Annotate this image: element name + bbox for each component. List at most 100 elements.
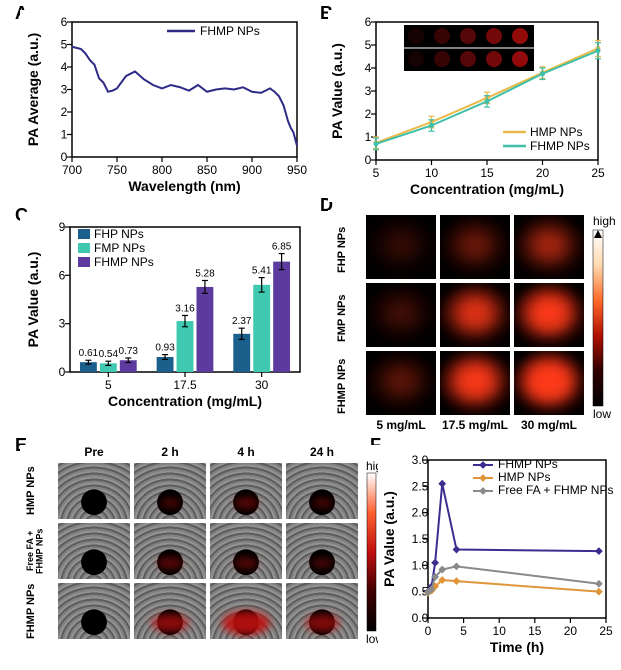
panel-e-row-labels: HMP NPs Free FA + FHMP NPs FHMP NPs	[20, 463, 54, 643]
svg-text:700: 700	[62, 163, 82, 177]
svg-text:PA Average (a.u.): PA Average (a.u.)	[25, 33, 41, 146]
panel-d-row-labels: FHP NPsFMP NPsFHMP NPs	[328, 215, 362, 415]
svg-text:FHMP NPs: FHMP NPs	[498, 457, 558, 471]
svg-text:2: 2	[61, 105, 68, 119]
svg-text:1: 1	[61, 128, 68, 142]
svg-text:0: 0	[59, 365, 66, 379]
svg-text:3.0: 3.0	[412, 453, 429, 467]
svg-text:1.5: 1.5	[412, 532, 429, 546]
panel-d-cell	[440, 351, 510, 415]
panel-d-row-label: FHMP NPs	[336, 357, 348, 415]
svg-text:20: 20	[536, 166, 550, 180]
panel-a-line-chart: 7007508008509009500123456Wavelength (nm)…	[20, 10, 310, 200]
figure-root: A B C D E F 7007508008509009500123456Wav…	[0, 0, 621, 670]
svg-text:900: 900	[242, 163, 262, 177]
panel-e-cell	[58, 583, 130, 639]
panel-d-grid	[366, 215, 584, 415]
svg-text:0: 0	[61, 150, 68, 164]
panel-d-col-label: 30 mg/mL	[514, 418, 584, 432]
panel-e-cell	[286, 583, 358, 639]
svg-text:0: 0	[425, 624, 432, 638]
svg-text:5: 5	[460, 624, 467, 638]
panel-b-line-chart: 5101520250123456Concentration (mg/mL)PA …	[328, 10, 613, 202]
panel-d-cell	[440, 215, 510, 279]
panel-f-line-chart: 05101520250.00.51.01.52.02.53.0Time (h)P…	[378, 448, 618, 660]
svg-text:30: 30	[255, 378, 269, 392]
panel-e-col-label: 4 h	[210, 445, 282, 459]
svg-text:2.0: 2.0	[412, 506, 429, 520]
panel-e-col-label: 24 h	[286, 445, 358, 459]
panel-e-cell	[210, 583, 282, 639]
svg-text:3: 3	[61, 83, 68, 97]
svg-text:750: 750	[107, 163, 127, 177]
panel-d-row-label: FHP NPs	[336, 221, 348, 279]
svg-text:3: 3	[59, 317, 66, 331]
svg-text:Wavelength (nm): Wavelength (nm)	[128, 178, 240, 194]
svg-text:5: 5	[373, 166, 380, 180]
svg-text:0.0: 0.0	[412, 611, 429, 625]
svg-text:0: 0	[365, 153, 372, 167]
panel-e-col-labels: Pre2 h4 h24 h	[58, 445, 362, 461]
panel-e-cell	[134, 523, 206, 579]
svg-text:Free FA + FHMP NPs: Free FA + FHMP NPs	[498, 483, 613, 497]
svg-text:2.37: 2.37	[232, 316, 252, 327]
svg-text:6: 6	[59, 268, 66, 282]
svg-text:HMP NPs: HMP NPs	[498, 470, 550, 484]
svg-text:5: 5	[365, 38, 372, 52]
svg-text:6: 6	[365, 15, 372, 29]
svg-text:high: high	[593, 214, 616, 228]
svg-text:Time (h): Time (h)	[490, 639, 544, 655]
svg-text:4: 4	[365, 61, 372, 75]
svg-text:Concentration (mg/mL): Concentration (mg/mL)	[410, 181, 564, 197]
panel-e-grid	[58, 463, 358, 639]
svg-text:2.5: 2.5	[412, 479, 429, 493]
panel-d-cell	[440, 283, 510, 347]
svg-text:PA Value (a.u.): PA Value (a.u.)	[329, 43, 345, 139]
svg-text:17.5: 17.5	[173, 378, 197, 392]
panel-d-cell	[366, 215, 436, 279]
svg-text:HMP NPs: HMP NPs	[530, 125, 582, 139]
svg-text:FHMP NPs: FHMP NPs	[94, 255, 154, 269]
svg-text:PA Value (a.u.): PA Value (a.u.)	[381, 491, 397, 587]
panel-e-row-label: Free FA + FHMP NPs	[26, 523, 45, 579]
svg-text:PA Value (a.u.): PA Value (a.u.)	[25, 252, 41, 348]
svg-text:0.73: 0.73	[119, 346, 139, 357]
svg-text:15: 15	[480, 166, 494, 180]
panel-e-cell	[286, 463, 358, 519]
svg-text:15: 15	[528, 624, 542, 638]
svg-text:FHP NPs: FHP NPs	[94, 227, 144, 241]
svg-text:0.54: 0.54	[99, 349, 119, 360]
panel-d-cell	[366, 283, 436, 347]
svg-text:5.28: 5.28	[195, 268, 215, 279]
panel-d-col-label: 5 mg/mL	[366, 418, 436, 432]
panel-c-bar-chart: 0369Concentration (mg/mL)PA Value (a.u.)…	[20, 215, 315, 415]
svg-text:20: 20	[564, 624, 578, 638]
svg-text:850: 850	[197, 163, 217, 177]
svg-text:9: 9	[59, 220, 66, 234]
panel-e-row-label: FHMP NPs	[26, 583, 38, 639]
panel-d-cell	[514, 215, 584, 279]
svg-text:3: 3	[365, 84, 372, 98]
svg-text:1: 1	[365, 130, 372, 144]
svg-text:6: 6	[61, 15, 68, 29]
panel-d-image-grid: FHP NPsFMP NPsFHMP NPs 5 mg/mL17.5 mg/mL…	[328, 210, 618, 420]
svg-text:1.0: 1.0	[412, 558, 429, 572]
svg-text:low: low	[593, 407, 611, 421]
panel-e-cell	[58, 523, 130, 579]
panel-e-cell	[286, 523, 358, 579]
panel-e-col-label: 2 h	[134, 445, 206, 459]
svg-text:10: 10	[493, 624, 507, 638]
panel-e-image-grid: HMP NPsFree FA + FHMP NPsFHMP NPs Pre2 h…	[20, 445, 390, 660]
svg-text:25: 25	[599, 624, 613, 638]
panel-e-cell	[58, 463, 130, 519]
svg-text:10: 10	[425, 166, 439, 180]
svg-text:2: 2	[365, 107, 372, 121]
svg-text:950: 950	[287, 163, 307, 177]
svg-text:5: 5	[61, 38, 68, 52]
panel-e-cell	[210, 463, 282, 519]
svg-text:FHMP NPs: FHMP NPs	[530, 139, 590, 153]
svg-text:800: 800	[152, 163, 172, 177]
panel-e-row-label: HMP NPs	[26, 463, 38, 519]
svg-text:0.61: 0.61	[79, 348, 99, 359]
panel-e-cell	[134, 583, 206, 639]
